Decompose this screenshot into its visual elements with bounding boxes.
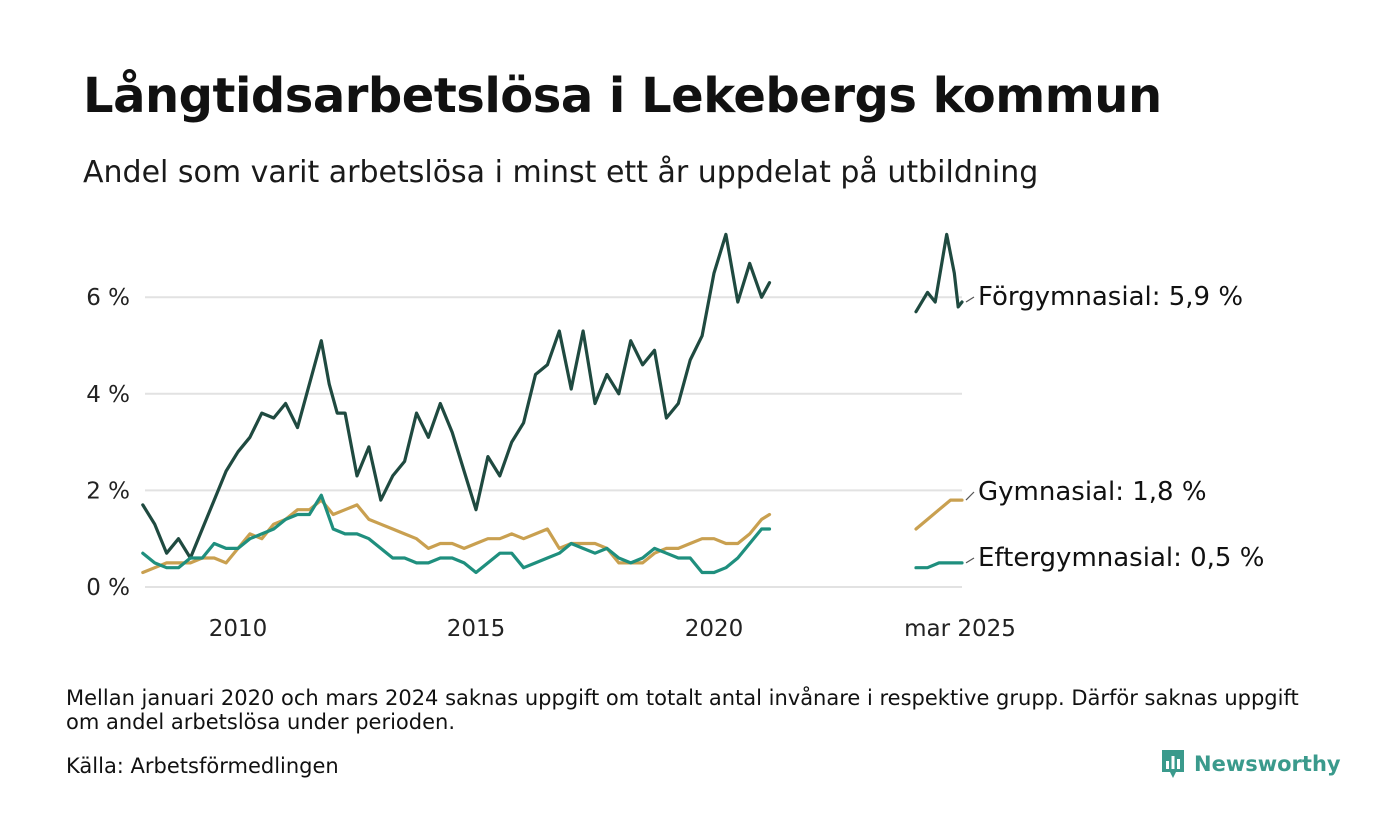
x-tick-label: 2015 — [447, 616, 506, 642]
y-tick-label: 0 % — [86, 575, 130, 601]
footnote: Mellan januari 2020 och mars 2024 saknas… — [66, 686, 1299, 734]
series-end-label-förgymnasial: Förgymnasial: 5,9 % — [978, 282, 1243, 312]
x-tick-label: mar 2025 — [904, 616, 1016, 642]
y-tick-label: 2 % — [86, 478, 130, 504]
series-line-eftergymnasial-late — [914, 561, 964, 570]
brand-name: Newsworthy — [1194, 752, 1341, 776]
chart-subtitle: Andel som varit arbetslösa i minst ett å… — [83, 155, 1039, 190]
series-end-labels: Förgymnasial: 5,9 % Gymnasial: 1,8 % Efter… — [965, 282, 1264, 573]
bar-chart-speech-bubble-icon — [1162, 750, 1184, 778]
series-line-förgymnasial-late — [914, 232, 964, 314]
x-tick-label: 2010 — [209, 616, 268, 642]
label-leader-line — [965, 491, 975, 501]
line-chart: 0 % 2 % 4 % 6 % 2010 2015 2020 mar 2025 Förgym… — [86, 232, 1264, 642]
series-end-label-eftergymnasial: Eftergymnasial: 0,5 % — [978, 543, 1264, 573]
series-lines — [141, 232, 964, 575]
series-line-gymnasial-late — [914, 498, 964, 531]
series-line-eftergymnasial-early — [141, 493, 772, 575]
label-leader-line — [965, 296, 975, 303]
y-axis-tick-labels: 0 % 2 % 4 % 6 % — [86, 285, 130, 601]
label-leader-line — [965, 557, 975, 564]
series-end-label-gymnasial: Gymnasial: 1,8 % — [978, 477, 1207, 507]
x-tick-label: 2020 — [685, 616, 744, 642]
x-axis-tick-labels: 2010 2015 2020 mar 2025 — [209, 616, 1016, 642]
newsworthy-logo: Newsworthy — [1160, 748, 1341, 780]
gridlines — [145, 296, 962, 588]
series-line-gymnasial-early — [141, 498, 772, 575]
y-tick-label: 4 % — [86, 382, 130, 408]
source-text: Källa: Arbetsförmedlingen — [66, 754, 339, 778]
chart-title: Långtidsarbetslösa i Lekebergs kommun — [83, 68, 1162, 124]
y-tick-label: 6 % — [86, 285, 130, 311]
series-line-förgymnasial-early — [141, 232, 772, 560]
